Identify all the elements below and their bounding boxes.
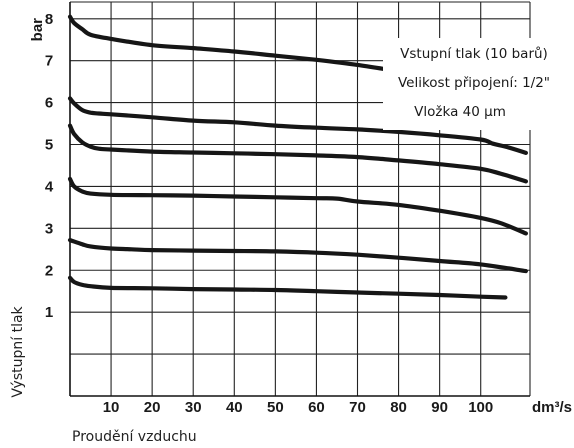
x-tick-label: 50 [267, 399, 284, 416]
y-tick-label: 3 [45, 220, 53, 237]
x-tick-label: 80 [390, 399, 407, 416]
series-line-6 [67, 275, 508, 300]
legend-line-2: Velikost připojení: 1/2" [398, 75, 550, 91]
x-tick-label: 90 [431, 399, 448, 416]
y-unit-label: bar [29, 18, 46, 42]
y-axis-title: Výstupní tlak [10, 305, 26, 397]
x-tick-label: 100 [468, 399, 493, 416]
series-line-5 [67, 238, 528, 274]
y-tick-label: 7 [45, 53, 53, 70]
legend-line-1: Vstupní tlak (10 barů) [400, 46, 548, 62]
x-tick-label: 70 [349, 399, 366, 416]
x-tick-label: 60 [308, 399, 325, 416]
y-tick-label: 8 [45, 11, 53, 28]
x-tick-label: 40 [226, 399, 243, 416]
y-tick-label: 1 [45, 304, 53, 321]
legend-line-3: Vložka 40 µm [414, 104, 506, 120]
series-line-3 [67, 123, 528, 184]
series-line-4 [67, 176, 528, 236]
y-tick-label: 5 [45, 137, 53, 154]
y-tick-label: 2 [45, 262, 53, 279]
x-unit-label: dm³/s [532, 399, 572, 416]
y-tick-label: 6 [45, 95, 53, 112]
legend-box [383, 38, 569, 130]
y-tick-label: 4 [45, 178, 54, 195]
x-tick-label: 20 [144, 399, 161, 416]
series-layer [67, 14, 528, 300]
x-tick-label: 30 [185, 399, 202, 416]
x-axis-title: Proudění vzduchu [72, 429, 197, 445]
legend: Vstupní tlak (10 barů) Velikost připojen… [383, 38, 569, 130]
tick-labels: 10 20 30 40 50 60 70 80 90 100 1 2 3 4 5 6 7 8 [45, 11, 493, 416]
series-line-2 [67, 96, 528, 155]
x-tick-label: 10 [103, 399, 120, 416]
